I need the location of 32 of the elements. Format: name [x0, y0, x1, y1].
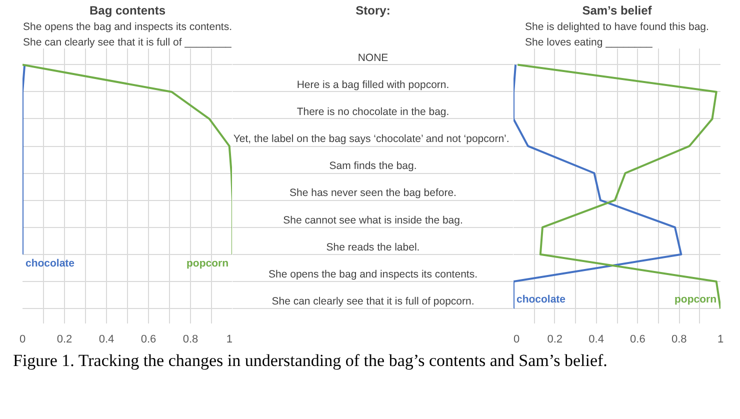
y-tick-label: Here is a bag filled with popcorn.	[296, 78, 450, 91]
y-tick-label: There is no chocolate in the bag.	[296, 106, 450, 118]
y-axis-title: Story:	[356, 4, 390, 18]
x-tick-label: 1	[226, 334, 233, 346]
x-tick-label: 0.2	[56, 334, 72, 346]
x-tick-label: 0.8	[182, 334, 198, 346]
series-label: popcorn	[186, 257, 229, 270]
y-tick-label: She can clearly see that it is full of popcorn.	[272, 296, 474, 308]
x-tick-label: 0.6	[140, 334, 156, 346]
chart-title: Sam’s belief	[582, 4, 653, 18]
x-tick-label: 0.8	[671, 334, 687, 346]
x-tick-label: 0	[514, 334, 520, 346]
x-tick-label: 0.4	[98, 334, 114, 346]
caption: Figure 1. Tracking the changes in understanding of the bag’s contents and Sam’s belief.	[13, 350, 608, 372]
y-tick-label: She cannot see what is inside the bag.	[283, 214, 463, 226]
series-label: chocolate	[516, 294, 566, 306]
y-tick-label: Yet, the label on the bag says ‘chocolate’ and not ‘popcorn’.	[233, 133, 510, 146]
x-tick-label: 0	[19, 334, 26, 346]
x-tick-label: 0.6	[630, 334, 646, 346]
y-tick-label: Sam finds the bag.	[329, 160, 417, 172]
chart-title: Bag contents	[89, 4, 166, 18]
x-tick-label: 0.4	[588, 334, 604, 346]
x-tick-label: 0.2	[547, 334, 563, 346]
x-tick-label: 1	[717, 334, 724, 346]
y-tick-label: She reads the label.	[326, 241, 420, 254]
series-label: chocolate	[26, 257, 75, 270]
series-label: popcorn	[674, 294, 717, 306]
chart-subtitle: She opens the bag and inspects its contents. She can clearly see that it is full of ________	[23, 20, 232, 48]
chart-subtitle: She is delighted to have found this bag. She loves eating ________	[525, 20, 709, 48]
y-tick-label: She has never seen the bag before.	[290, 187, 456, 200]
y-tick-label: She opens the bag and inspects its contents.	[268, 268, 478, 281]
y-tick-label: NONE	[358, 52, 388, 64]
